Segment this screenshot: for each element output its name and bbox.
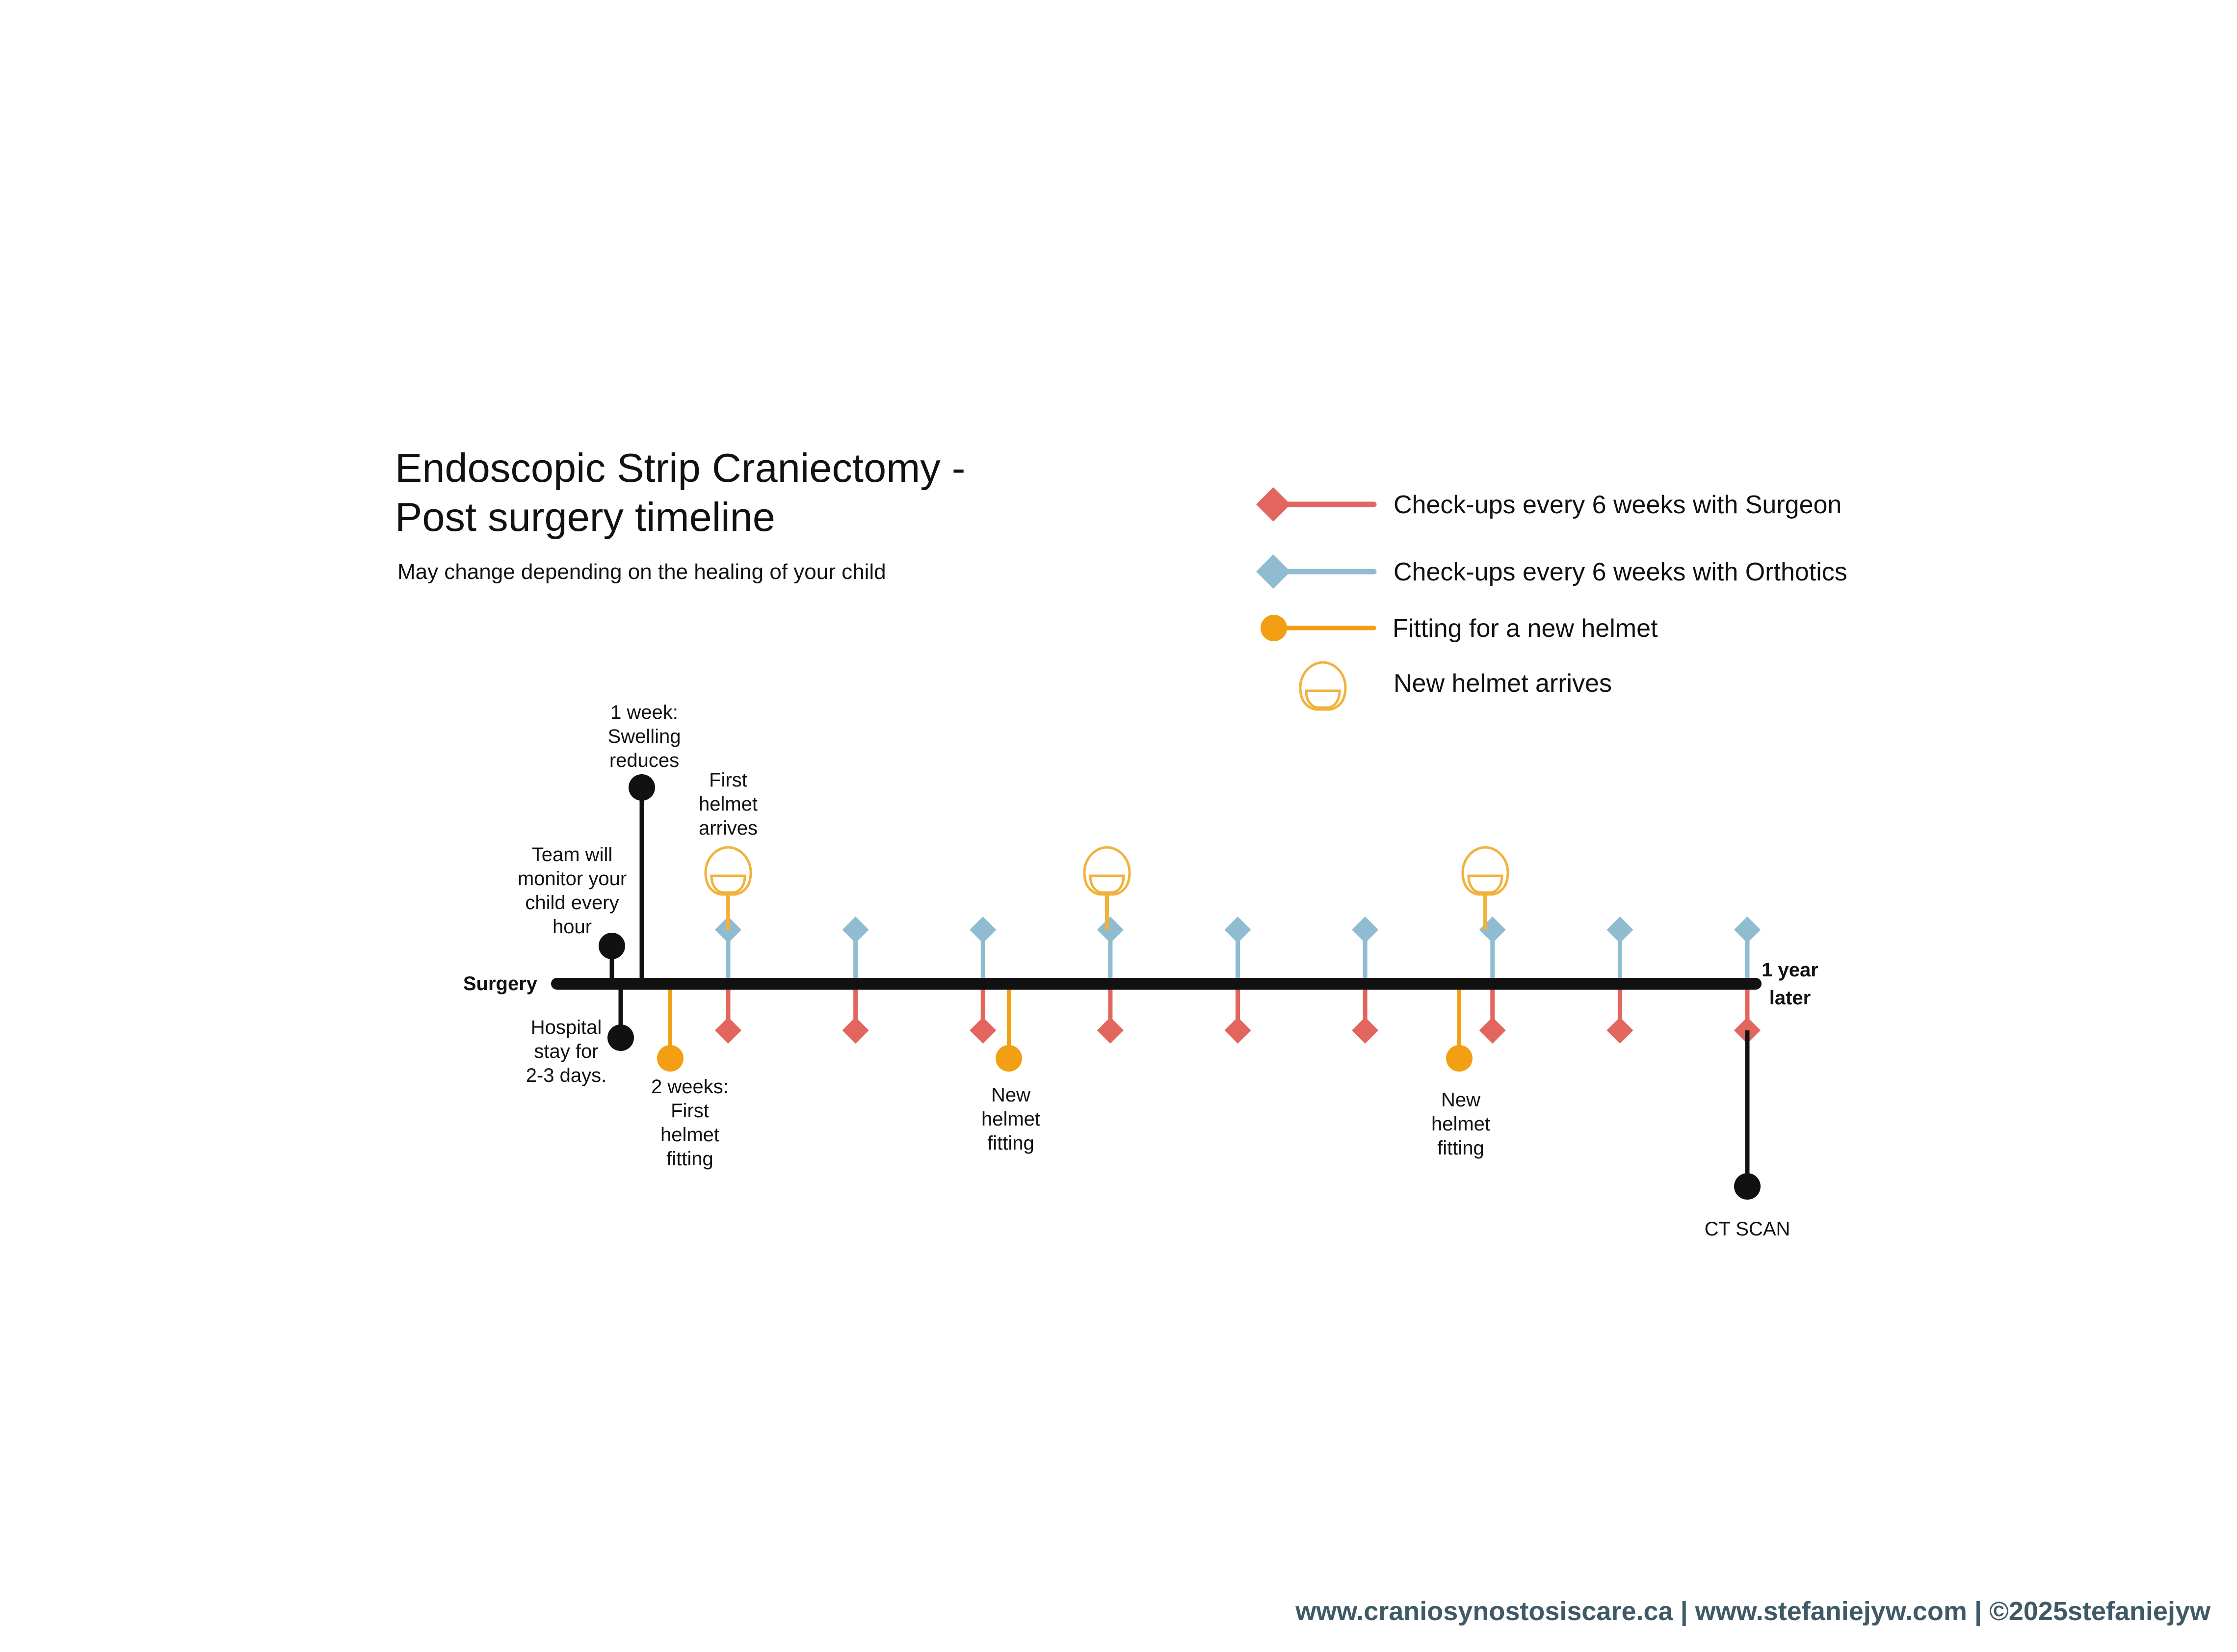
first-fitting-line-1: 2 weeks: xyxy=(651,1076,729,1098)
page-title: Endoscopic Strip Craniectomy - Post surg… xyxy=(395,445,965,540)
orthotics-checkup-marker xyxy=(1606,917,1633,943)
surgeon-checkup-marker xyxy=(842,1017,869,1044)
first-helmet-line-3: arrives xyxy=(699,817,758,839)
orthotics-checkup-marker xyxy=(970,917,997,943)
new-fitting-2-line-3: fitting xyxy=(1437,1137,1484,1159)
team-monitor-line-1: Team will xyxy=(532,844,612,865)
legend-item-surgeon: Check-ups every 6 weeks with Surgeon xyxy=(1256,487,1842,522)
hospital-line-2: stay for xyxy=(534,1041,598,1062)
fitting-events xyxy=(657,981,1473,1072)
new-fitting-1-line-1: New xyxy=(991,1084,1030,1106)
surgeon-checkup-marker xyxy=(1097,1017,1124,1044)
label-swelling: 1 week: Swelling reduces xyxy=(608,702,681,771)
title-line-1: Endoscopic Strip Craniectomy - xyxy=(395,445,965,491)
label-hospital: Hospital stay for 2-3 days. xyxy=(526,1017,607,1086)
swelling-marker xyxy=(629,774,655,801)
hospital-line-3: 2-3 days. xyxy=(526,1065,607,1086)
surgeon-checkup-marker xyxy=(715,1017,741,1044)
page-subtitle: May change depending on the healing of y… xyxy=(397,560,886,584)
label-new-fitting-1: New helmet fitting xyxy=(981,1084,1040,1154)
surgeon-checkup-marker xyxy=(1479,1017,1506,1044)
new-fitting-1-line-2: helmet xyxy=(981,1108,1040,1130)
legend: Check-ups every 6 weeks with Surgeon Che… xyxy=(1256,487,1847,709)
surgeon-checkup-marker xyxy=(1224,1017,1251,1044)
end-label-line-2: later xyxy=(1769,987,1811,1009)
checkup-markers xyxy=(715,917,1761,1044)
surgeon-diamond-icon xyxy=(1256,487,1290,522)
early-events xyxy=(599,774,655,1051)
swelling-line-2: Swelling xyxy=(608,726,681,747)
team-monitor-line-2: monitor your xyxy=(518,868,627,890)
end-label-line-1: 1 year xyxy=(1762,959,1818,981)
label-team-monitor: Team will monitor your child every hour xyxy=(518,844,627,938)
legend-surgeon-label: Check-ups every 6 weeks with Surgeon xyxy=(1394,491,1842,519)
orthotics-diamond-icon xyxy=(1256,554,1290,589)
footer-credits: www.craniosynostosiscare.ca | www.stefan… xyxy=(1295,1597,2211,1626)
first-helmet-line-1: First xyxy=(709,769,747,791)
label-first-fitting: 2 weeks: First helmet fitting xyxy=(651,1076,729,1170)
monitor-marker xyxy=(599,933,625,959)
helmet-arrivals xyxy=(706,847,1508,930)
legend-helmet-label: New helmet arrives xyxy=(1394,669,1612,698)
label-new-fitting-2: New helmet fitting xyxy=(1431,1089,1490,1159)
first-fitting-marker xyxy=(657,1045,684,1072)
hospital-line-1: Hospital xyxy=(531,1017,602,1038)
team-monitor-line-3: child every xyxy=(525,892,619,914)
new-fitting-1-marker xyxy=(996,1045,1022,1072)
orthotics-checkup-marker xyxy=(842,917,869,943)
swelling-line-3: reduces xyxy=(609,750,679,771)
orthotics-checkup-marker xyxy=(1224,917,1251,943)
new-fitting-2-marker xyxy=(1446,1045,1473,1072)
legend-orthotics-label: Check-ups every 6 weeks with Orthotics xyxy=(1394,558,1847,586)
new-fitting-2-line-2: helmet xyxy=(1431,1113,1490,1135)
orthotics-checkup-marker xyxy=(1097,917,1124,943)
helmet-icon xyxy=(1300,662,1345,709)
legend-fitting-label: Fitting for a new helmet xyxy=(1393,614,1658,643)
first-fitting-line-3: helmet xyxy=(660,1124,719,1146)
second-helmet-icon xyxy=(1084,847,1130,894)
first-fitting-line-4: fitting xyxy=(666,1148,713,1170)
label-first-helmet: First helmet arrives xyxy=(699,769,758,839)
ct-scan-event xyxy=(1734,1030,1761,1200)
orthotics-checkup-marker xyxy=(1479,917,1506,943)
ct-scan-label: CT SCAN xyxy=(1705,1218,1790,1240)
timeline-end-label: 1 year later xyxy=(1762,959,1818,1009)
ct-scan-marker xyxy=(1734,1173,1761,1200)
first-helmet-line-2: helmet xyxy=(699,793,758,815)
fitting-circle-icon xyxy=(1261,615,1287,641)
orthotics-checkup-marker xyxy=(1352,917,1379,943)
legend-item-helmet: New helmet arrives xyxy=(1300,662,1612,709)
surgeon-checkup-marker xyxy=(1352,1017,1379,1044)
timeline-start-label: Surgery xyxy=(463,973,538,995)
team-monitor-line-4: hour xyxy=(553,916,592,938)
title-line-2: Post surgery timeline xyxy=(395,494,775,540)
new-fitting-2-line-1: New xyxy=(1441,1089,1480,1111)
first-fitting-line-2: First xyxy=(671,1100,709,1122)
new-fitting-1-line-3: fitting xyxy=(987,1132,1034,1154)
orthotics-checkup-marker xyxy=(1734,917,1761,943)
swelling-line-1: 1 week: xyxy=(610,702,678,723)
surgeon-checkup-marker xyxy=(1606,1017,1633,1044)
surgeon-checkup-marker xyxy=(970,1017,997,1044)
legend-item-orthotics: Check-ups every 6 weeks with Orthotics xyxy=(1256,554,1847,589)
hospital-marker xyxy=(607,1024,634,1051)
legend-item-fitting: Fitting for a new helmet xyxy=(1261,614,1658,643)
first-helmet-icon xyxy=(706,847,751,894)
third-helmet-icon xyxy=(1463,847,1508,894)
